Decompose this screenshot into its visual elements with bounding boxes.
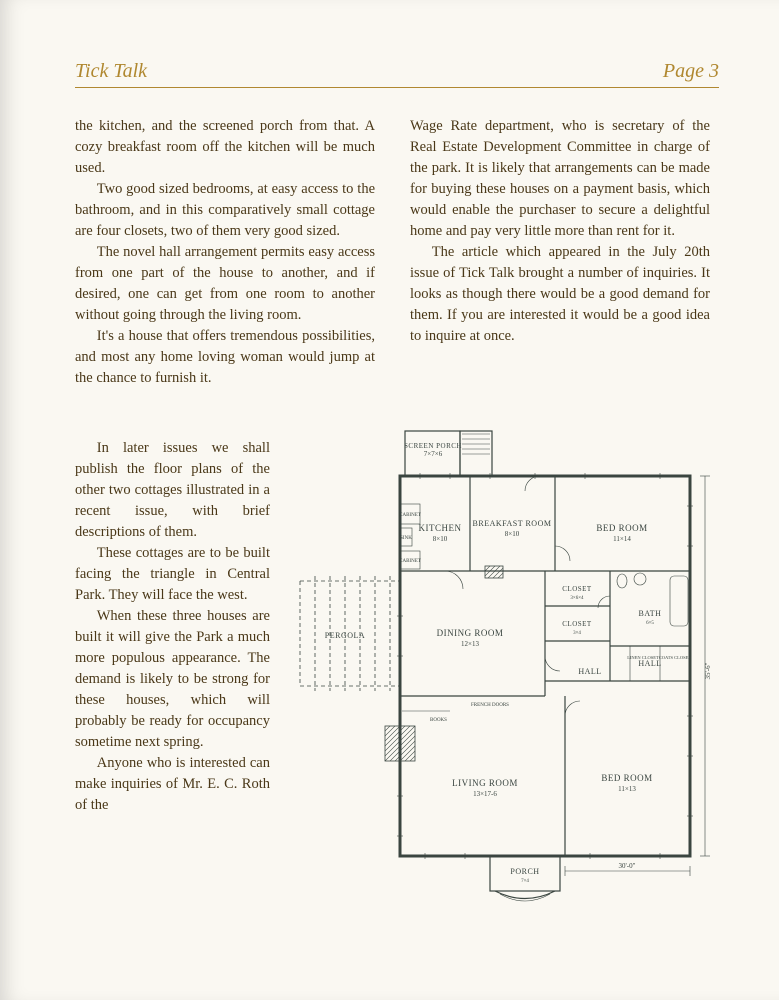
paragraph: the kitchen, and the screened porch from… [75, 116, 375, 179]
room-dim: 3×4 [573, 631, 581, 636]
fixture-label: CABINET [399, 559, 421, 564]
room-label: PORCH [510, 867, 539, 876]
room-dim: 12×13 [461, 640, 479, 648]
paragraph: Wage Rate department, who is secretary o… [410, 116, 710, 242]
room-dim: 8×10 [433, 535, 448, 543]
header-page-number: Page 3 [663, 60, 719, 83]
room-label: HALL [578, 667, 601, 676]
room-label: HALL [638, 659, 661, 668]
room-label: BED ROOM [596, 523, 647, 533]
room-dim: 7×7×6 [424, 450, 443, 458]
column-left-bottom: In later issues we shall publish the flo… [75, 438, 270, 816]
column-left-top: the kitchen, and the screened porch from… [75, 116, 375, 389]
room-dim: 11×13 [618, 785, 636, 793]
room-label: SCREEN PORCH [404, 442, 462, 450]
room-dim: 3×6×4 [570, 596, 584, 601]
page-header: Tick Talk Page 3 [75, 60, 719, 88]
room-label: DINING ROOM [437, 628, 504, 638]
fixture-label: COATS CLOSET [659, 655, 692, 660]
room-dim: 8×10 [505, 530, 520, 538]
fixture-label: SINK [400, 536, 412, 541]
paragraph: When these three houses are built it wil… [75, 606, 270, 753]
room-dim: 13×17-6 [473, 790, 497, 798]
dimension-label: 35'-6" [704, 662, 712, 679]
paragraph: These cottages are to be built facing th… [75, 543, 270, 606]
header-title: Tick Talk [75, 60, 147, 83]
room-label: CLOSET [562, 620, 592, 628]
paragraph: Anyone who is interested can make inquir… [75, 753, 270, 816]
room-label: KITCHEN [419, 523, 462, 533]
fixture-label: BOOKS [430, 718, 447, 723]
room-label: PERGOLA [325, 631, 365, 640]
fixture-label: FRENCH DOORS [471, 703, 509, 708]
room-label: BREAKFAST ROOM [473, 519, 552, 528]
room-label: BED ROOM [601, 773, 652, 783]
paragraph: The novel hall arrangement permits easy … [75, 242, 375, 326]
floorplan-diagram: SCREEN PORCH 7×7×6 KITCHEN 8×10 CABINET … [290, 416, 720, 936]
page: Tick Talk Page 3 the kitchen, and the sc… [0, 0, 779, 1000]
room-dim: 11×14 [613, 535, 631, 543]
room-label: BATH [639, 609, 662, 618]
fixture-label: CABINET [399, 513, 421, 518]
paragraph: The article which appeared in the July 2… [410, 242, 710, 347]
paragraph: In later issues we shall publish the flo… [75, 438, 270, 543]
room-dim: 7×4 [521, 879, 529, 884]
paragraph: Two good sized bedrooms, at easy access … [75, 179, 375, 242]
room-dim: 6×5 [646, 621, 654, 626]
fixture-label: LINEN CLOSET [627, 655, 659, 660]
paragraph: It's a house that offers tremendous poss… [75, 326, 375, 389]
room-label: LIVING ROOM [452, 778, 518, 788]
dimension-label: 30'-0" [619, 862, 636, 870]
room-label: CLOSET [562, 585, 592, 593]
column-right-top: Wage Rate department, who is secretary o… [410, 116, 710, 347]
